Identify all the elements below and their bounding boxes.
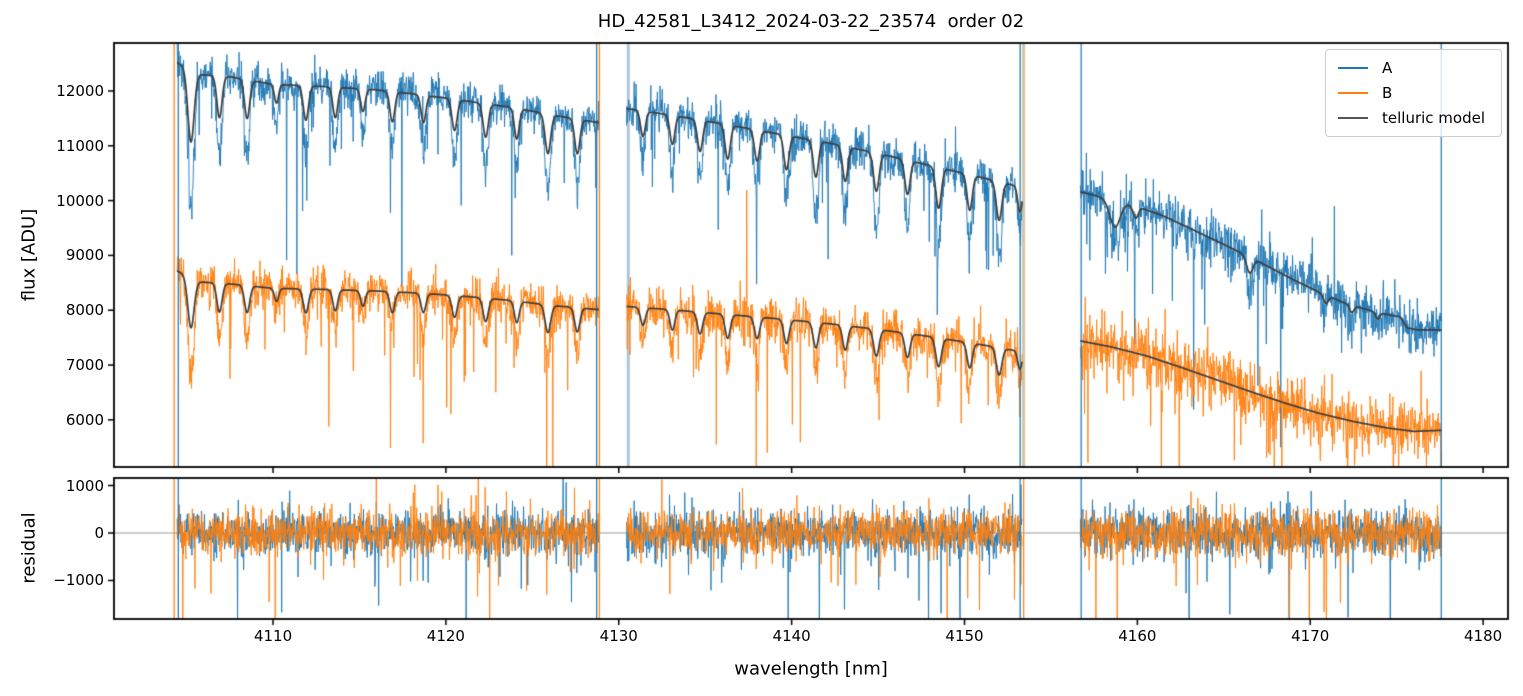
legend: A B telluric model: [1325, 49, 1502, 137]
residual-tick-label: −1000: [53, 571, 104, 590]
x-tick-label: 4130: [599, 627, 638, 645]
x-axis-label: wavelength [nm]: [734, 658, 888, 680]
x-tick-label: 4120: [426, 627, 465, 645]
legend-label-b: B: [1382, 83, 1393, 102]
legend-line-a-icon: [1338, 66, 1368, 69]
x-tick-label: 4110: [253, 627, 293, 645]
flux-tick-label: 10000: [56, 191, 104, 210]
flux-tick-label: 9000: [65, 246, 104, 265]
flux-tick-label: 11000: [56, 136, 104, 155]
legend-label-a: A: [1382, 58, 1393, 77]
x-tick-label: 4170: [1291, 627, 1330, 645]
legend-entry-b: B: [1338, 84, 1489, 102]
x-tick-label: 4150: [945, 627, 984, 645]
flux-tick-label: 8000: [65, 301, 104, 320]
residual-tick-label: 0: [94, 523, 104, 542]
legend-entry-a: A: [1338, 59, 1489, 77]
legend-line-b-icon: [1338, 91, 1368, 94]
legend-entry-telluric: telluric model: [1338, 109, 1489, 127]
x-tick-label: 4140: [772, 627, 811, 645]
x-tick-label: 4180: [1464, 627, 1503, 645]
flux-tick-label: 12000: [56, 81, 104, 100]
plot-title: HD_42581_L3412_2024-03-22_23574 order 02: [597, 11, 1025, 32]
legend-label-telluric: telluric model: [1382, 109, 1486, 128]
residual-tick-label: 1000: [65, 476, 104, 495]
flux-tick-label: 7000: [65, 356, 104, 375]
flux-tick-label: 6000: [65, 410, 104, 429]
x-tick-label: 4160: [1118, 627, 1157, 645]
legend-line-telluric-icon: [1338, 117, 1368, 120]
